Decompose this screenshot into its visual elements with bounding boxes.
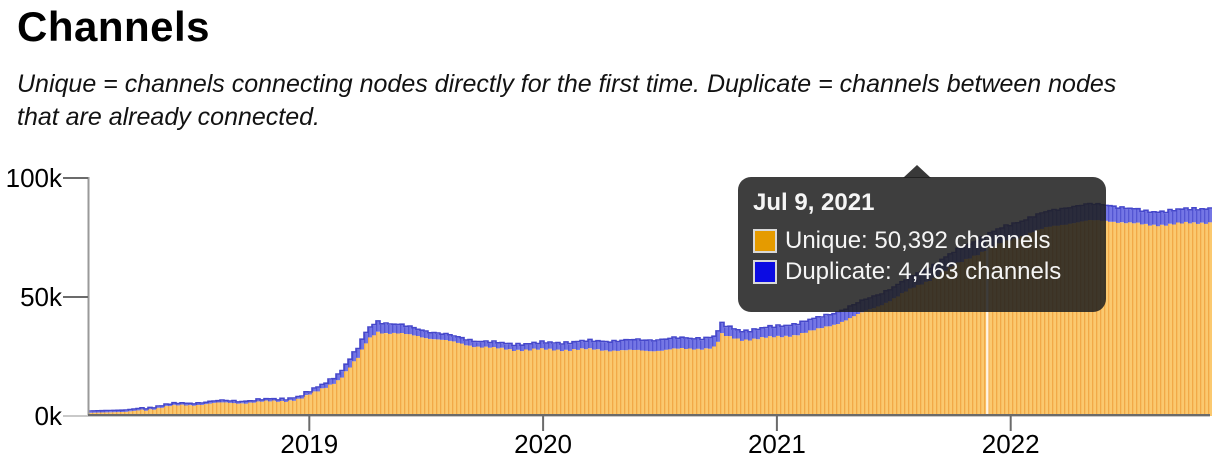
axes [63,177,1210,431]
tooltip-date: Jul 9, 2021 [753,189,875,216]
tooltip-row-unique: Unique: 50,392 channels [753,225,1091,256]
tooltip-caret-icon [903,165,931,178]
x-axis-label-2020: 2020 [514,429,573,459]
tooltip-unique-text: Unique: 50,392 channels [785,227,1051,254]
x-axis-label-2022: 2022 [981,429,1040,459]
x-axis-label-2019: 2019 [280,429,339,459]
unique-swatch-icon [753,228,777,253]
unique-area [88,220,1212,416]
chart-subtitle: Unique = channels connecting nodes direc… [17,70,1117,131]
page-title: Channels [17,3,211,50]
data-gap-line [986,237,989,415]
y-axis-label-50k: 50k [20,282,62,312]
chart-tooltip: Jul 9, 2021 Unique: 50,392 channels Dupl… [738,165,1106,312]
y-axis-label-0k: 0k [34,401,62,431]
x-axis-label-2021: 2021 [747,429,806,459]
tooltip-duplicate-text: Duplicate: 4,463 channels [785,258,1062,285]
duplicate-swatch-icon [753,259,777,284]
y-axis-label-100k: 100k [5,163,62,193]
tooltip-row-duplicate: Duplicate: 4,463 channels [753,256,1091,287]
